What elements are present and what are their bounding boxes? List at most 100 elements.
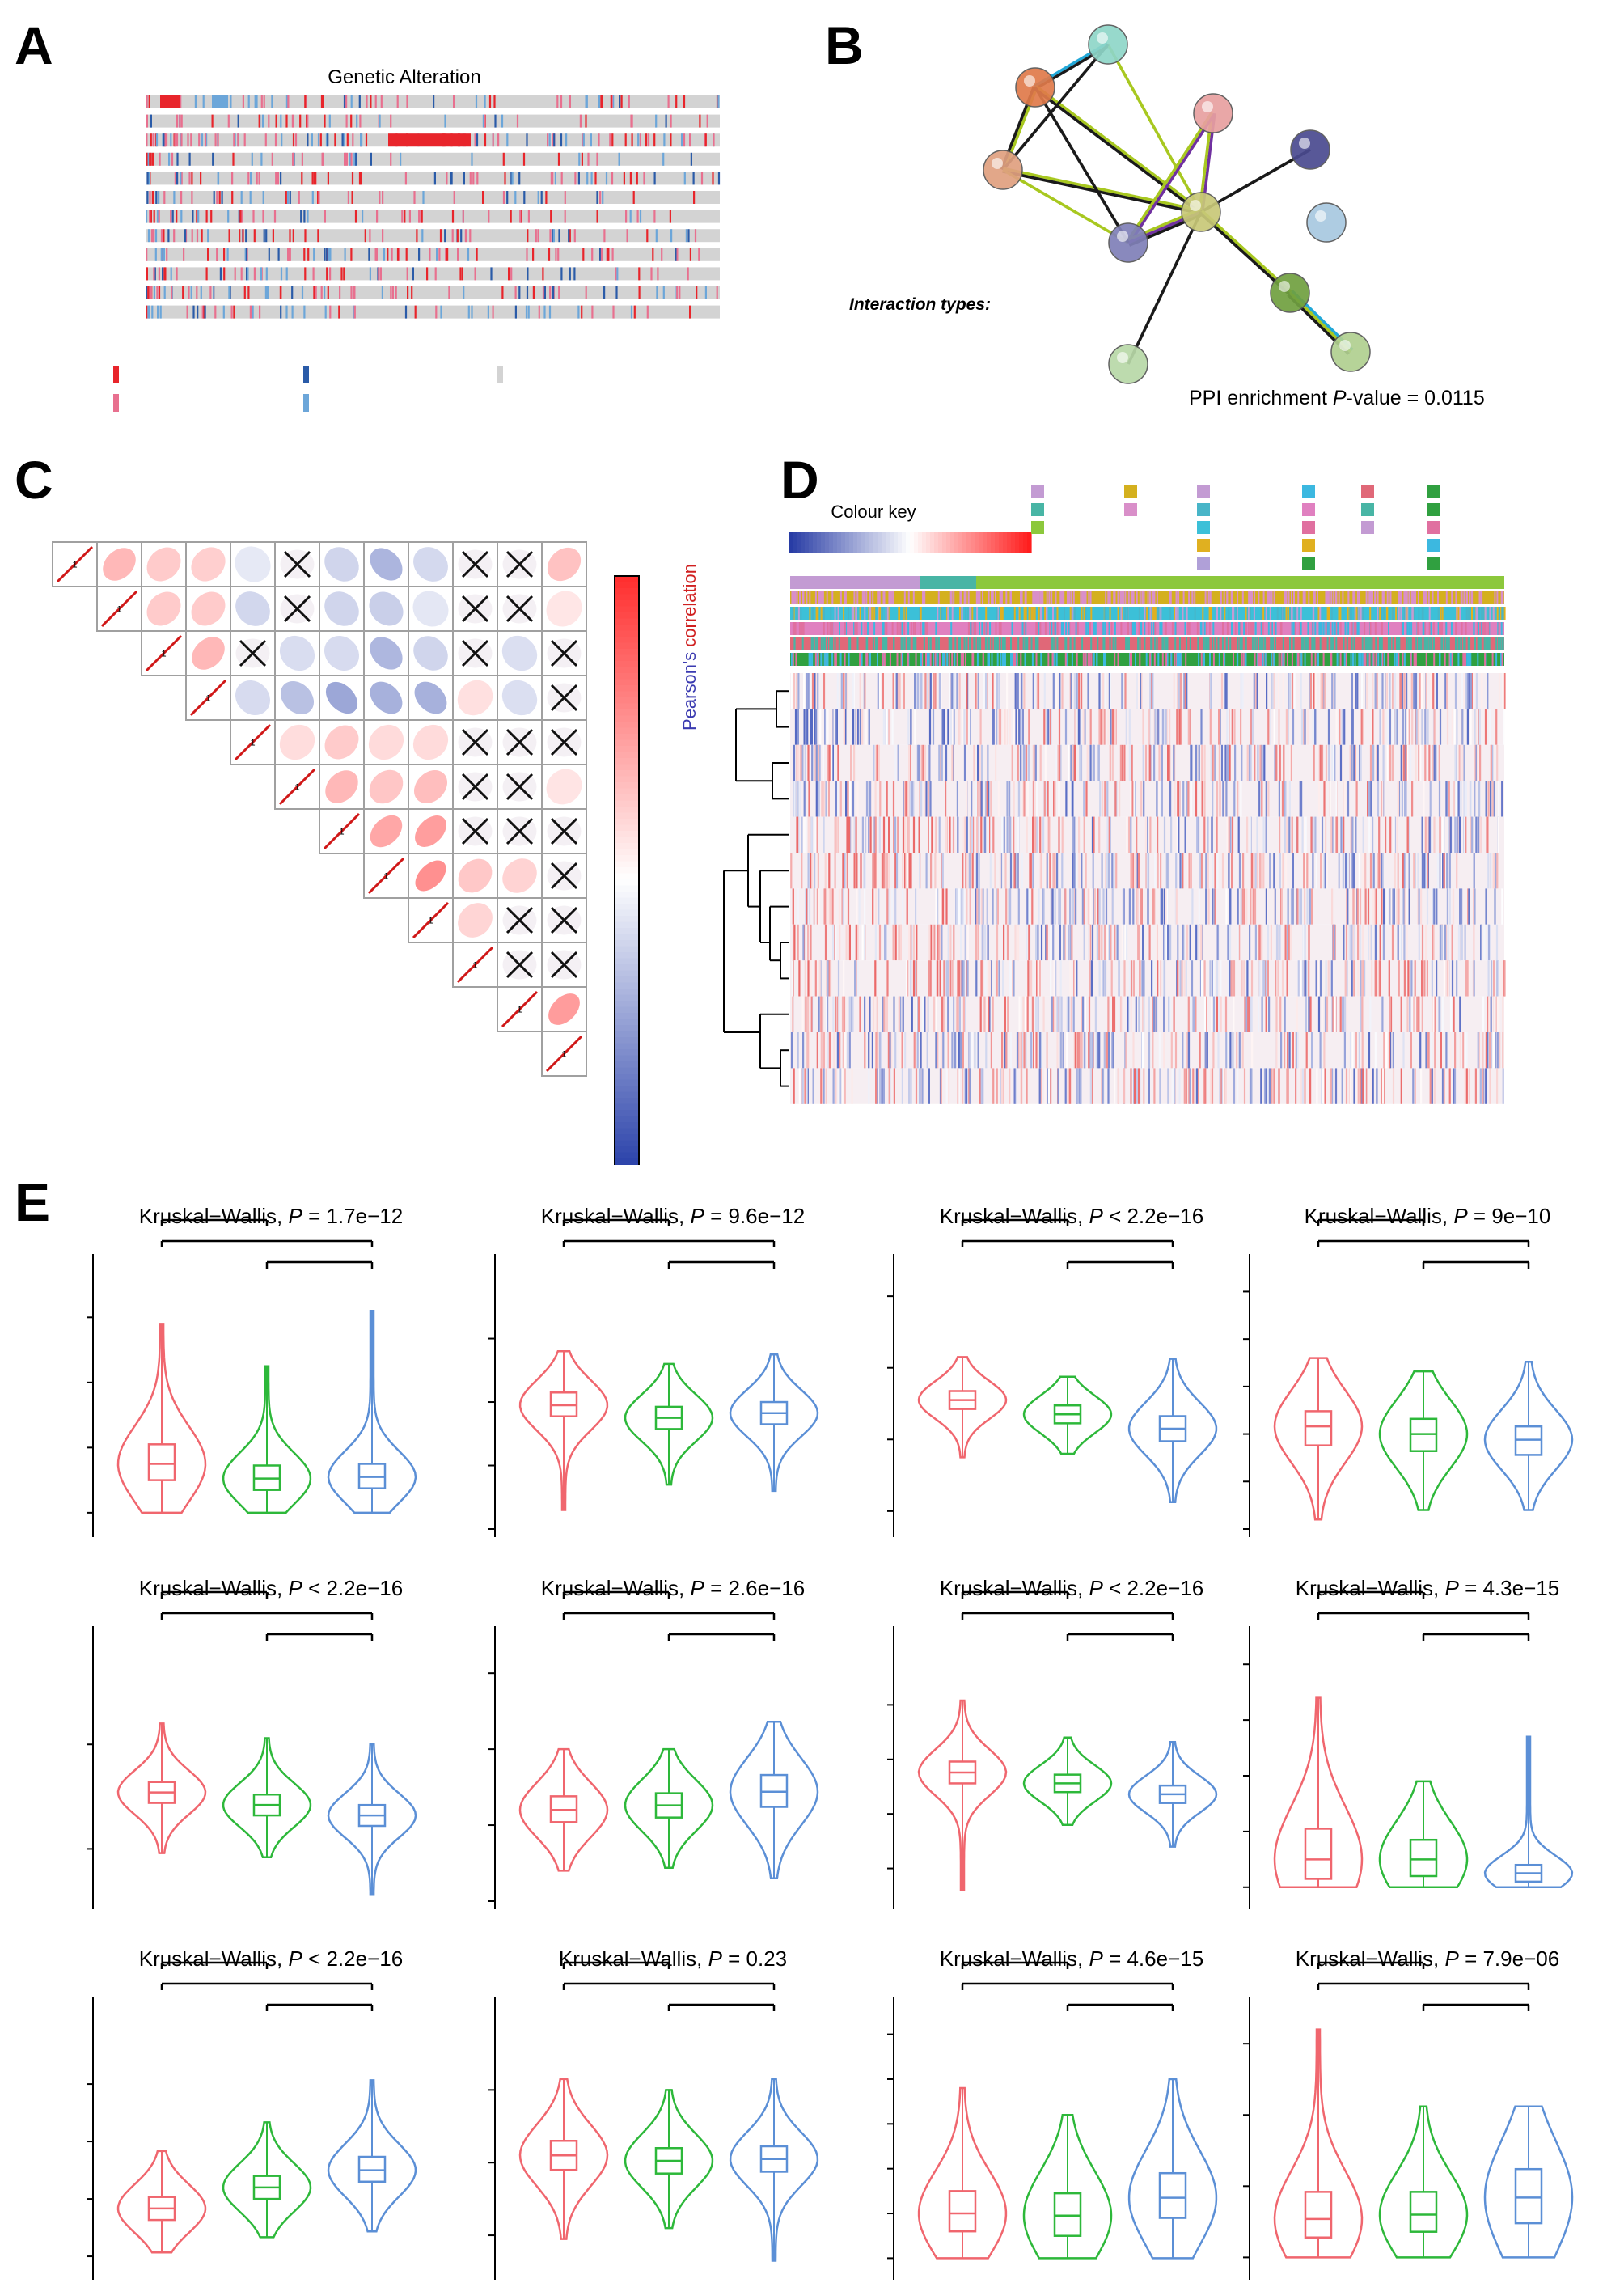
heatmap-cell	[1058, 709, 1061, 745]
heatmap-cell	[945, 816, 947, 853]
annotation-tick	[1125, 637, 1127, 650]
heatmap-cell	[990, 816, 992, 853]
colorbar-segment	[615, 582, 639, 589]
heatmap-cell	[1060, 996, 1063, 1032]
heatmap-cell	[963, 709, 966, 745]
heatmap-cell	[1002, 709, 1004, 745]
corr-ellipse	[324, 725, 359, 760]
annotation-tick	[1461, 622, 1463, 635]
oncoprint-alteration	[665, 114, 667, 128]
heatmap-cell	[1084, 709, 1086, 745]
heatmap-cell	[1034, 673, 1037, 709]
annotation-tick	[844, 653, 846, 666]
heatmap-cell	[1392, 709, 1394, 745]
heatmap-cell	[1463, 816, 1465, 853]
oncoprint-alteration	[603, 229, 606, 243]
heatmap-cell	[1262, 960, 1265, 997]
annotation-tick	[820, 637, 823, 650]
heatmap-cell	[1023, 1032, 1026, 1069]
annotation-tick	[1398, 653, 1400, 666]
heatmap-cell	[1185, 960, 1187, 997]
heatmap-cell	[1282, 673, 1284, 709]
colorbar-segment	[615, 661, 639, 668]
corr-ellipse	[415, 815, 446, 847]
annotation-tick	[1417, 637, 1419, 650]
annotation-tick	[1226, 622, 1229, 635]
oncoprint-alteration	[488, 210, 490, 223]
heatmap-cell	[1396, 888, 1398, 925]
heatmap-cell	[1315, 960, 1317, 997]
heatmap-cell	[1277, 673, 1280, 709]
oncoprint-alteration	[317, 229, 319, 243]
heatmap-cell	[848, 924, 851, 961]
oncoprint-alteration	[233, 133, 235, 147]
annotation-tick	[1191, 591, 1194, 604]
heatmap-cell	[1204, 1032, 1207, 1069]
annotation-tick	[1274, 622, 1276, 635]
heatmap-cell	[1419, 1032, 1422, 1069]
heatmap-cell	[1149, 816, 1152, 853]
heatmap-cell	[1108, 1032, 1110, 1069]
heatmap-cell	[1032, 673, 1034, 709]
annotation-tick	[1374, 622, 1377, 635]
heatmap-cell	[1283, 744, 1285, 781]
oncoprint-alteration	[514, 286, 517, 299]
annotation-legend-swatch	[1302, 503, 1315, 516]
corr-nonsignificant-cross	[461, 817, 489, 845]
annotation-tick	[791, 591, 793, 604]
annotation-tick	[1381, 622, 1383, 635]
annotation-tick	[1238, 622, 1241, 635]
oncoprint-alteration	[504, 172, 506, 185]
heatmap-cell	[1463, 781, 1465, 817]
heatmap-cell	[1490, 996, 1492, 1032]
heatmap-cell	[1142, 744, 1144, 781]
oncoprint-alteration	[398, 248, 400, 261]
heatmap-cell	[1253, 673, 1255, 709]
annotation-tick	[1389, 591, 1392, 604]
heatmap-cell	[1468, 673, 1470, 709]
heatmap-cell	[1362, 816, 1364, 853]
heatmap-cell	[1070, 744, 1072, 781]
oncoprint-alteration	[574, 172, 577, 185]
heatmap-cell	[1225, 781, 1228, 817]
heatmap-cell	[1132, 960, 1135, 997]
heatmap-cell	[1252, 888, 1254, 925]
oncoprint-alteration	[203, 305, 205, 319]
annotation-tick	[1166, 653, 1169, 666]
annotation-tick	[1371, 637, 1373, 650]
annotation-tick	[1178, 591, 1180, 604]
colorbar-segment	[615, 873, 639, 880]
heatmap-cell	[931, 816, 933, 853]
heatmap-cell	[827, 996, 829, 1032]
heatmap-cell	[1212, 960, 1216, 997]
heatmap-cell	[847, 781, 849, 817]
corr-nonsignificant-cross	[283, 550, 311, 578]
corr-ellipse	[279, 724, 315, 760]
annotation-tick	[812, 637, 814, 650]
corr-ellipse	[548, 993, 580, 1025]
oncoprint-alteration	[180, 114, 183, 128]
heatmap-cell	[1006, 924, 1009, 961]
heatmap-cell	[864, 996, 866, 1032]
heatmap-cell	[1374, 673, 1377, 709]
heatmap-cell	[919, 781, 921, 817]
heatmap-cell	[1052, 673, 1055, 709]
annotation-tick	[1364, 622, 1366, 635]
heatmap-cell	[1047, 781, 1049, 817]
heatmap-cell	[1477, 1032, 1479, 1069]
heatmap-cell	[1269, 709, 1271, 745]
heatmap-cell	[989, 816, 992, 853]
heatmap-cell	[1021, 853, 1023, 889]
heatmap-cell	[1004, 709, 1006, 745]
ppi-node-highlight	[1202, 101, 1213, 112]
heatmap-cell	[1021, 709, 1024, 745]
annotation-tick	[1424, 591, 1427, 604]
oncoprint-alteration	[586, 172, 589, 185]
annotation-tick	[1154, 607, 1157, 620]
annotation-tick	[975, 591, 978, 604]
annotation-tick	[1387, 653, 1389, 666]
heatmap-cell	[1152, 996, 1156, 1032]
oncoprint-alteration	[650, 267, 653, 281]
annotation-tick	[982, 591, 983, 604]
heatmap-cell	[1078, 673, 1081, 709]
